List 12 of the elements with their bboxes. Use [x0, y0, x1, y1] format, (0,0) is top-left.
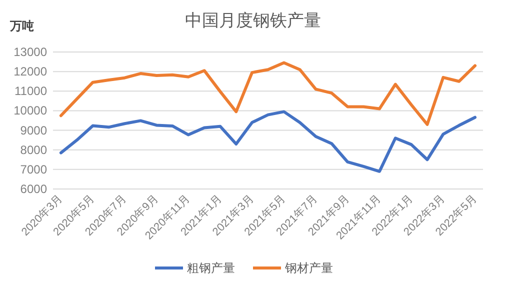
chart-title: 中国月度钢铁产量 [185, 11, 321, 30]
y-axis-title: 万吨 [9, 19, 34, 33]
legend-label: 钢材产量 [284, 261, 333, 275]
y-tick-label: 13000 [14, 45, 48, 59]
y-tick-label: 7000 [20, 162, 48, 176]
y-tick-label: 11000 [14, 84, 48, 98]
y-tick-label: 8000 [20, 142, 48, 157]
y-tick-label: 12000 [14, 64, 48, 79]
y-tick-label: 9000 [20, 123, 48, 138]
legend-label: 粗钢产量 [187, 261, 235, 275]
y-tick-label: 10000 [14, 104, 48, 118]
y-tick-label: 6000 [20, 182, 48, 196]
